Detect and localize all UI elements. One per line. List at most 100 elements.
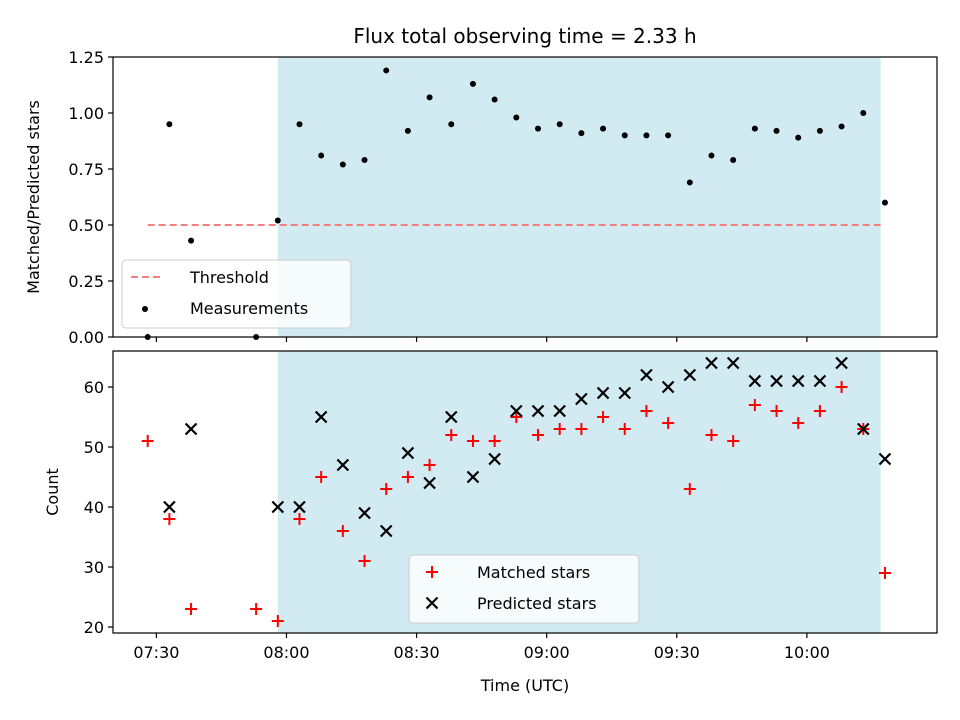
data-point <box>816 127 823 134</box>
data-point <box>575 392 588 406</box>
data-point <box>531 404 545 418</box>
data-point <box>423 459 436 471</box>
data-point <box>881 199 888 206</box>
data-point <box>708 152 715 159</box>
series-predicted-stars <box>163 356 892 538</box>
y-tick-label: 0.50 <box>68 216 104 235</box>
y-tick-label: 20 <box>84 618 104 637</box>
legend-box <box>121 259 352 329</box>
data-point <box>358 506 371 520</box>
data-point <box>401 446 415 460</box>
data-point <box>314 410 328 424</box>
legend-label: Measurements <box>190 299 308 318</box>
data-point <box>860 110 867 116</box>
data-point <box>835 381 848 393</box>
data-point <box>423 476 436 490</box>
data-point <box>426 94 433 101</box>
data-point <box>856 422 870 436</box>
y-tick-label: 1.25 <box>68 48 104 67</box>
data-point <box>336 525 349 537</box>
data-point <box>726 356 740 370</box>
data-point <box>404 127 411 134</box>
data-point <box>271 615 284 627</box>
data-point <box>618 423 631 435</box>
data-point <box>621 132 628 139</box>
data-point <box>578 130 585 137</box>
y-tick-label: 40 <box>84 498 104 517</box>
data-point <box>661 380 675 394</box>
data-point <box>683 483 696 495</box>
data-point <box>250 603 263 615</box>
data-point <box>532 429 545 441</box>
data-point <box>640 405 653 417</box>
data-point <box>445 429 458 441</box>
data-point <box>553 404 566 418</box>
data-point <box>488 452 501 466</box>
data-point <box>491 96 498 103</box>
x-axis-label: Time (UTC) <box>480 676 569 695</box>
chart-title: Flux total observing time = 2.33 h <box>353 24 696 48</box>
data-point <box>795 134 802 141</box>
top-panel: 0.00 0.25 0.50 0.75 1.00 1.25 Threshold Measure… <box>68 48 938 347</box>
data-point <box>705 429 718 441</box>
data-point <box>466 435 479 447</box>
data-point <box>878 567 891 579</box>
data-point <box>813 405 826 417</box>
y-tick-label: 0.25 <box>68 272 104 291</box>
x-tick-label: 07:30 <box>133 643 179 662</box>
data-point <box>791 374 805 388</box>
data-point <box>293 500 306 514</box>
data-point <box>184 422 198 436</box>
data-point <box>600 125 607 132</box>
data-point <box>770 405 783 417</box>
shaded-region <box>277 57 881 337</box>
legend-marker <box>425 596 439 610</box>
data-point <box>838 123 845 130</box>
data-point <box>469 80 476 87</box>
data-point <box>488 435 501 447</box>
legend-label: Threshold <box>189 268 269 287</box>
data-point <box>748 374 762 388</box>
y-tick-label: 0.75 <box>68 160 104 179</box>
data-point <box>773 127 780 134</box>
data-point <box>665 132 672 139</box>
x-tick-label: 09:30 <box>654 643 700 662</box>
data-point <box>683 368 697 382</box>
data-point <box>163 513 176 525</box>
y-tick-label: 50 <box>84 438 104 457</box>
data-point <box>466 470 480 484</box>
x-tick-label: 09:00 <box>524 643 570 662</box>
data-point <box>510 404 523 418</box>
data-point <box>339 161 346 168</box>
data-point <box>296 121 303 128</box>
data-point <box>618 386 632 400</box>
top-y-axis-label: Matched/Predicted stars <box>24 100 43 294</box>
data-point <box>770 374 783 388</box>
data-point <box>575 423 588 435</box>
data-point <box>553 423 566 435</box>
data-point <box>640 368 653 382</box>
x-tick-label: 10:00 <box>784 643 830 662</box>
data-point <box>510 411 523 423</box>
legend: Threshold Measurements <box>121 259 352 329</box>
data-point <box>748 399 761 411</box>
data-point <box>643 132 650 139</box>
data-point <box>596 386 610 400</box>
legend: Matched stars Predicted stars <box>408 554 640 624</box>
data-point <box>185 603 198 615</box>
data-point <box>513 114 520 121</box>
data-point <box>380 483 393 495</box>
data-point <box>188 237 195 244</box>
data-point <box>686 179 693 186</box>
data-point <box>383 67 390 74</box>
data-point <box>315 471 328 483</box>
data-point <box>358 555 371 567</box>
data-point <box>727 435 740 447</box>
y-tick-label: 60 <box>84 378 104 397</box>
legend-marker <box>142 306 148 312</box>
series-matched-stars <box>141 381 891 627</box>
data-point <box>835 356 848 370</box>
data-point <box>751 125 758 132</box>
data-point <box>274 217 281 224</box>
